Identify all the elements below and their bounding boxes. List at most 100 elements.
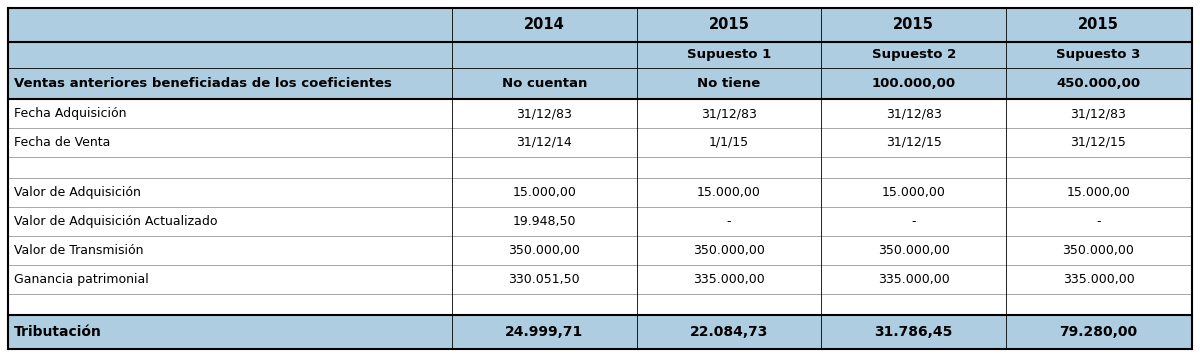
Bar [8, 236, 452, 265]
Bar [452, 315, 637, 349]
Text: 15.000,00: 15.000,00 [882, 186, 946, 200]
Bar [1006, 99, 1190, 128]
Bar [452, 236, 637, 265]
Text: 2015: 2015 [893, 17, 934, 32]
Bar [8, 128, 452, 157]
Text: 450.000,00: 450.000,00 [1056, 77, 1140, 90]
Text: Ventas anteriores beneficiadas de los coeficientes: Ventas anteriores beneficiadas de los co… [14, 77, 392, 90]
Bar [637, 294, 822, 315]
Text: 15.000,00: 15.000,00 [697, 186, 761, 200]
Bar [822, 236, 1006, 265]
Text: Valor de Transmisión: Valor de Transmisión [14, 244, 144, 257]
Bar [637, 236, 822, 265]
Bar [1006, 99, 1190, 128]
Bar [1006, 157, 1190, 178]
Bar [8, 265, 452, 294]
Text: No cuentan: No cuentan [502, 77, 587, 90]
Text: 31/12/15: 31/12/15 [1070, 136, 1127, 149]
Text: 15.000,00: 15.000,00 [1067, 186, 1130, 200]
Text: 31.786,45: 31.786,45 [875, 325, 953, 339]
Text: 31/12/83: 31/12/83 [516, 107, 572, 120]
Bar [1006, 128, 1190, 157]
Bar [637, 99, 822, 128]
Bar [822, 68, 1006, 99]
Text: -: - [912, 215, 916, 228]
Text: Supuesto 3: Supuesto 3 [1056, 48, 1141, 61]
Text: 31/12/83: 31/12/83 [701, 107, 757, 120]
Text: 31/12/83: 31/12/83 [1070, 107, 1127, 120]
Bar [8, 99, 452, 128]
Text: 335.000,00: 335.000,00 [1062, 273, 1134, 286]
Bar [1006, 178, 1190, 207]
Bar [1006, 207, 1190, 236]
Bar [637, 178, 822, 207]
Bar [822, 178, 1006, 207]
Bar [1006, 178, 1190, 207]
Bar [8, 236, 452, 265]
Text: Supuesto 2: Supuesto 2 [871, 48, 956, 61]
Bar [452, 99, 637, 128]
Bar [637, 236, 822, 265]
Bar [452, 128, 637, 157]
Bar [822, 236, 1006, 265]
Bar [822, 99, 1006, 128]
Text: 15.000,00: 15.000,00 [512, 186, 576, 200]
Bar [8, 294, 452, 315]
Bar [8, 128, 452, 157]
Bar [822, 315, 1006, 349]
Bar [452, 68, 637, 99]
Text: No tiene: No tiene [697, 77, 761, 90]
Text: 350.000,00: 350.000,00 [694, 244, 764, 257]
Bar [637, 99, 822, 128]
Text: Fecha de Venta: Fecha de Venta [14, 136, 110, 149]
Text: Ganancia patrimonial: Ganancia patrimonial [14, 273, 149, 286]
Text: 22.084,73: 22.084,73 [690, 325, 768, 339]
Bar [822, 42, 1006, 68]
Bar [1006, 315, 1190, 349]
Bar [452, 157, 637, 178]
Bar [8, 265, 452, 294]
Bar [8, 315, 452, 349]
Bar [452, 265, 637, 294]
Bar [637, 265, 822, 294]
Bar [822, 265, 1006, 294]
Bar [1006, 68, 1190, 99]
Bar [452, 265, 637, 294]
Text: 330.051,50: 330.051,50 [509, 273, 580, 286]
Bar [637, 207, 822, 236]
Text: -: - [727, 215, 731, 228]
Bar [822, 207, 1006, 236]
Bar [637, 207, 822, 236]
Text: 2014: 2014 [524, 17, 565, 32]
Bar [1006, 128, 1190, 157]
Bar [822, 207, 1006, 236]
Bar [1006, 8, 1190, 42]
Text: 335.000,00: 335.000,00 [878, 273, 949, 286]
Bar [1006, 265, 1190, 294]
Text: 19.948,50: 19.948,50 [512, 215, 576, 228]
Bar [637, 128, 822, 157]
Bar [637, 178, 822, 207]
Bar [1006, 42, 1190, 68]
Bar [637, 42, 822, 68]
Bar [452, 178, 637, 207]
Bar [822, 294, 1006, 315]
Bar [822, 265, 1006, 294]
Bar [452, 207, 637, 236]
Text: Valor de Adquisición Actualizado: Valor de Adquisición Actualizado [14, 215, 217, 228]
Bar [452, 207, 637, 236]
Text: Tributación: Tributación [14, 325, 102, 339]
Bar [8, 157, 452, 178]
Bar [8, 178, 452, 207]
Bar [637, 68, 822, 99]
Bar [8, 207, 452, 236]
Text: Supuesto 1: Supuesto 1 [686, 48, 772, 61]
Bar [822, 8, 1006, 42]
Bar [452, 236, 637, 265]
Text: 350.000,00: 350.000,00 [509, 244, 581, 257]
Bar [452, 8, 637, 42]
Bar [637, 315, 822, 349]
Bar [452, 42, 637, 68]
Bar [637, 8, 822, 42]
Text: 31/12/14: 31/12/14 [516, 136, 572, 149]
